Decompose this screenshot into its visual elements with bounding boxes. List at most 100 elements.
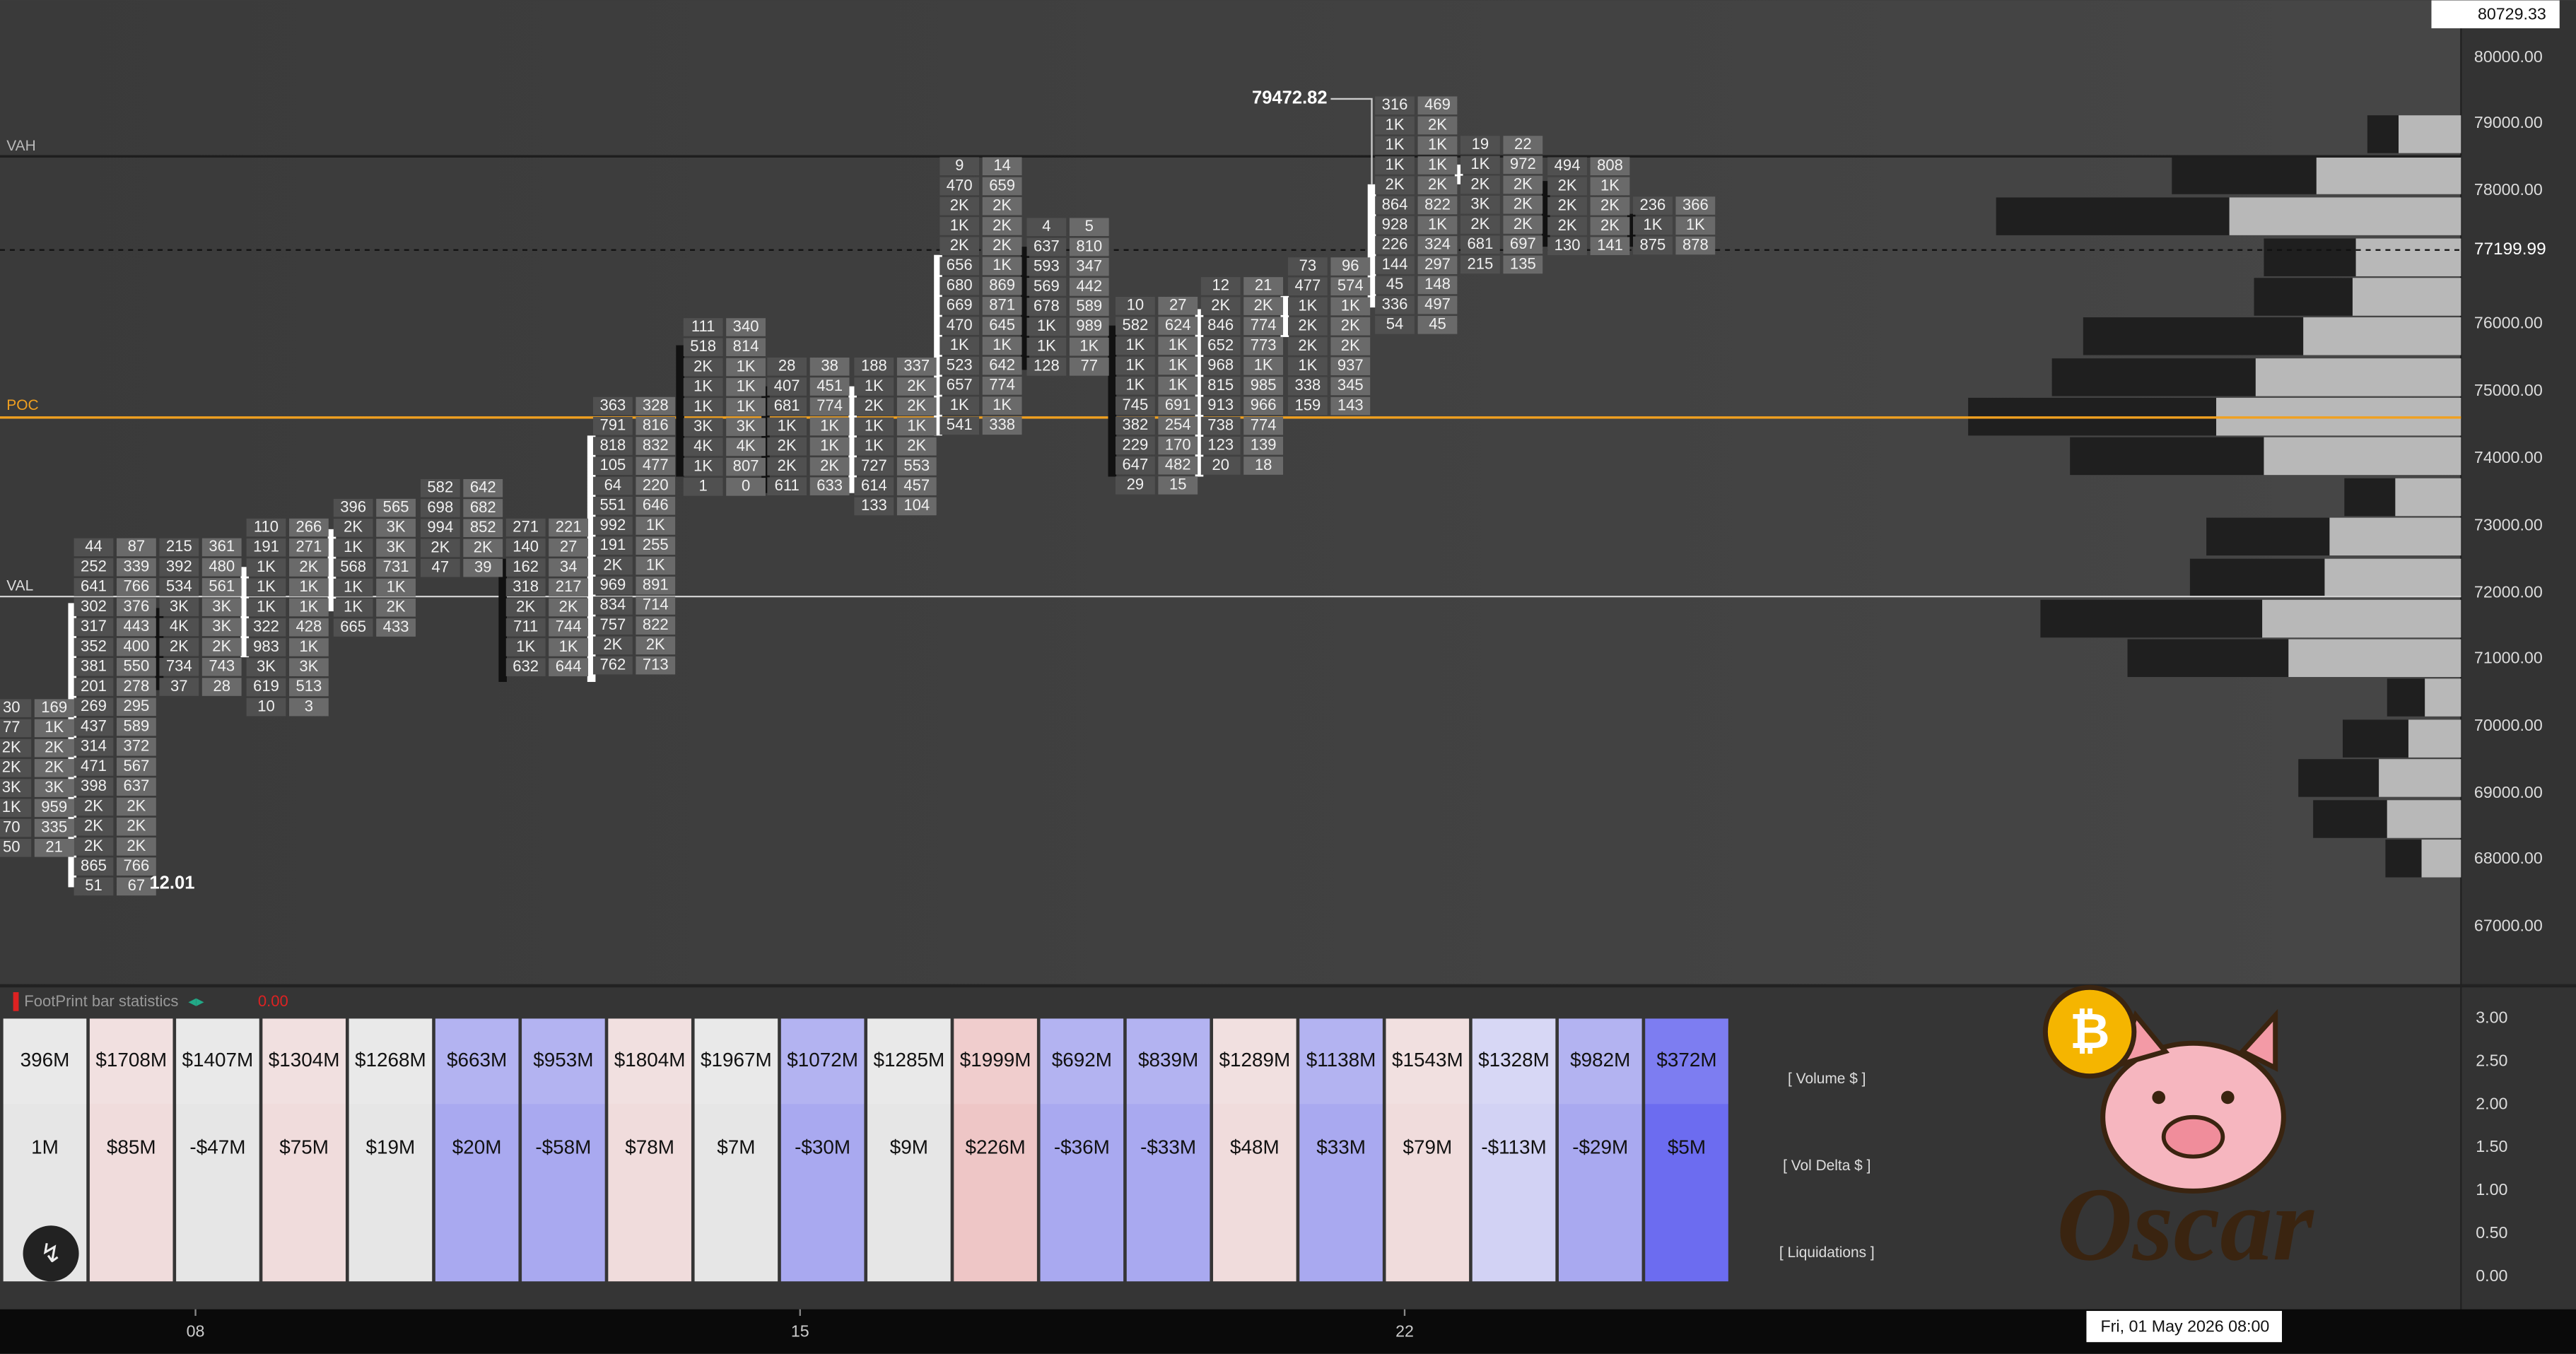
bid-value: 159 [1294,396,1321,413]
ask-value: 645 [989,316,1015,334]
ask-value: 642 [470,478,496,496]
price-tick-label: 70000.00 [2474,716,2543,734]
stats-cell [435,1018,519,1282]
candle-body [1454,164,1463,184]
ask-value: 2K [474,538,493,555]
bid-cell [592,556,633,575]
ask-cell [982,377,1022,395]
ask-cell [636,396,676,416]
ask-value: 565 [383,498,409,515]
bid-value: 363 [599,396,626,413]
bid-value: 2K [1386,175,1405,193]
high-price-value: 80729.33 [2478,5,2546,23]
bid-cell [939,196,980,216]
ask-value: 497 [1424,295,1451,312]
profile-buy [2264,437,2461,476]
volume-value: $692M [1052,1049,1112,1071]
bid-cell [854,437,894,456]
bid-value: 2K [603,555,622,573]
profile-buy [2395,478,2461,517]
bid-value: 64 [604,476,622,493]
marker-leader [1330,98,1373,184]
tv-logo[interactable] [23,1225,79,1282]
ask-value: 38 [821,357,838,375]
ask-cell [1503,255,1543,274]
stats-cell [89,1018,173,1282]
profile-sell [1996,197,2230,235]
ask-cell [1243,416,1284,435]
ask-value: 891 [643,575,669,593]
profile-sell [2083,317,2304,355]
bid-cell [592,656,633,675]
vol-delta-value: -$58M [535,1136,591,1158]
price-tick-label: 75000.00 [2474,381,2543,399]
ask-value: 469 [1424,95,1451,113]
ask-cell [289,697,329,717]
ask-value: 2K [212,637,231,654]
bid-value: 665 [340,618,366,635]
ask-cell [982,237,1022,255]
bid-cell [0,818,32,837]
bid-value: 727 [861,457,887,474]
ask-value: 337 [903,357,930,375]
bid-cell [1633,236,1673,255]
ask-cell [982,276,1022,295]
ask-value: 2K [1514,215,1533,232]
bid-value: 647 [1122,455,1148,473]
price-tick-label: 79000.00 [2474,113,2543,131]
ask-value: 2K [127,796,146,814]
bid-value: 54 [1386,315,1404,333]
bid-cell [74,717,114,736]
stats-axis-label: 3.00 [2476,1008,2507,1027]
bid-cell [505,558,546,577]
bid-cell [1288,257,1328,276]
profile-sell [2127,639,2289,677]
ask-cell [34,759,74,777]
ask-cell [896,377,937,396]
ask-cell [809,377,850,396]
ask-cell [982,297,1022,315]
bid-cell [1200,377,1241,395]
candle-body [1021,247,1029,370]
ask-cell [201,538,242,557]
bid-cell [246,678,286,697]
bid-value: 2K [1470,175,1489,192]
bid-value: 2K [950,196,969,214]
ask-value: 766 [123,577,149,595]
candle-body [240,567,250,658]
ask-value: 428 [296,618,322,635]
ask-cell [34,719,74,738]
bid-value: 1K [1470,155,1489,172]
bid-value: 1K [865,377,884,394]
bid-value: 1K [344,577,363,595]
logo: ₿ Oscar [2042,984,2314,1283]
bid-cell [1026,218,1067,237]
ask-cell [982,396,1022,415]
bid-value: 541 [947,416,973,433]
ask-cell [809,457,850,476]
ask-cell [636,457,676,476]
bid-cell [74,618,114,637]
ask-cell [1590,237,1630,255]
bid-value: 128 [1034,357,1060,375]
bid-cell [1200,277,1241,295]
bid-cell [74,538,114,557]
ask-value: 34 [560,558,578,575]
time-axis: 08 15 22 [187,1309,1414,1340]
candle-body [327,529,336,612]
stats-cell [867,1018,951,1282]
ask-cell [34,799,74,818]
ask-value: 2K [1428,175,1447,193]
ask-cell [201,578,242,596]
ask-cell [463,558,503,577]
bid-value: 994 [427,518,453,536]
bid-value: 51 [85,876,103,894]
profile-sell [2206,517,2330,556]
ask-cell [34,818,74,837]
bid-value: 162 [513,558,539,575]
bid-cell [1026,358,1067,376]
volume-value: $1999M [960,1049,1031,1071]
bid-cell [683,478,723,496]
ask-value: 170 [1165,435,1191,453]
bid-value: 1K [344,598,363,616]
